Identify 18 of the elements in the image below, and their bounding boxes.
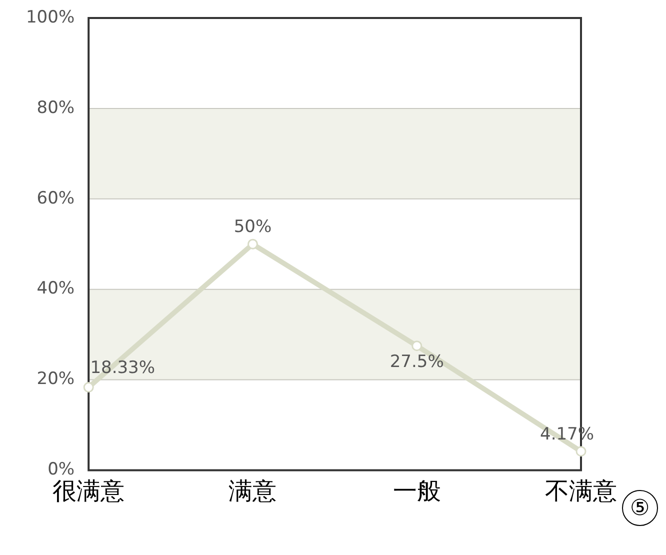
data-label: 27.5% [390,352,444,372]
data-label: 50% [234,217,272,238]
y-tick-label: 100% [26,7,75,28]
point [247,238,258,250]
y-tick-label: 20% [36,369,75,390]
y-tick-label: 80% [36,98,75,118]
y-tick-label: 0% [48,460,75,480]
point [412,340,422,352]
x-tick-label: 不满意 [545,478,617,505]
text: ⑤ [622,490,658,526]
x-tick-label: 很满意 [52,478,125,505]
y-tick-label: 40% [36,278,75,299]
x-tick-label: 一般 [392,478,441,505]
data-label: 18.33% [90,358,156,378]
point [576,446,586,457]
y-tick-label: 60% [36,188,75,208]
point [83,382,94,393]
x-tick-label: 满意 [228,478,277,505]
